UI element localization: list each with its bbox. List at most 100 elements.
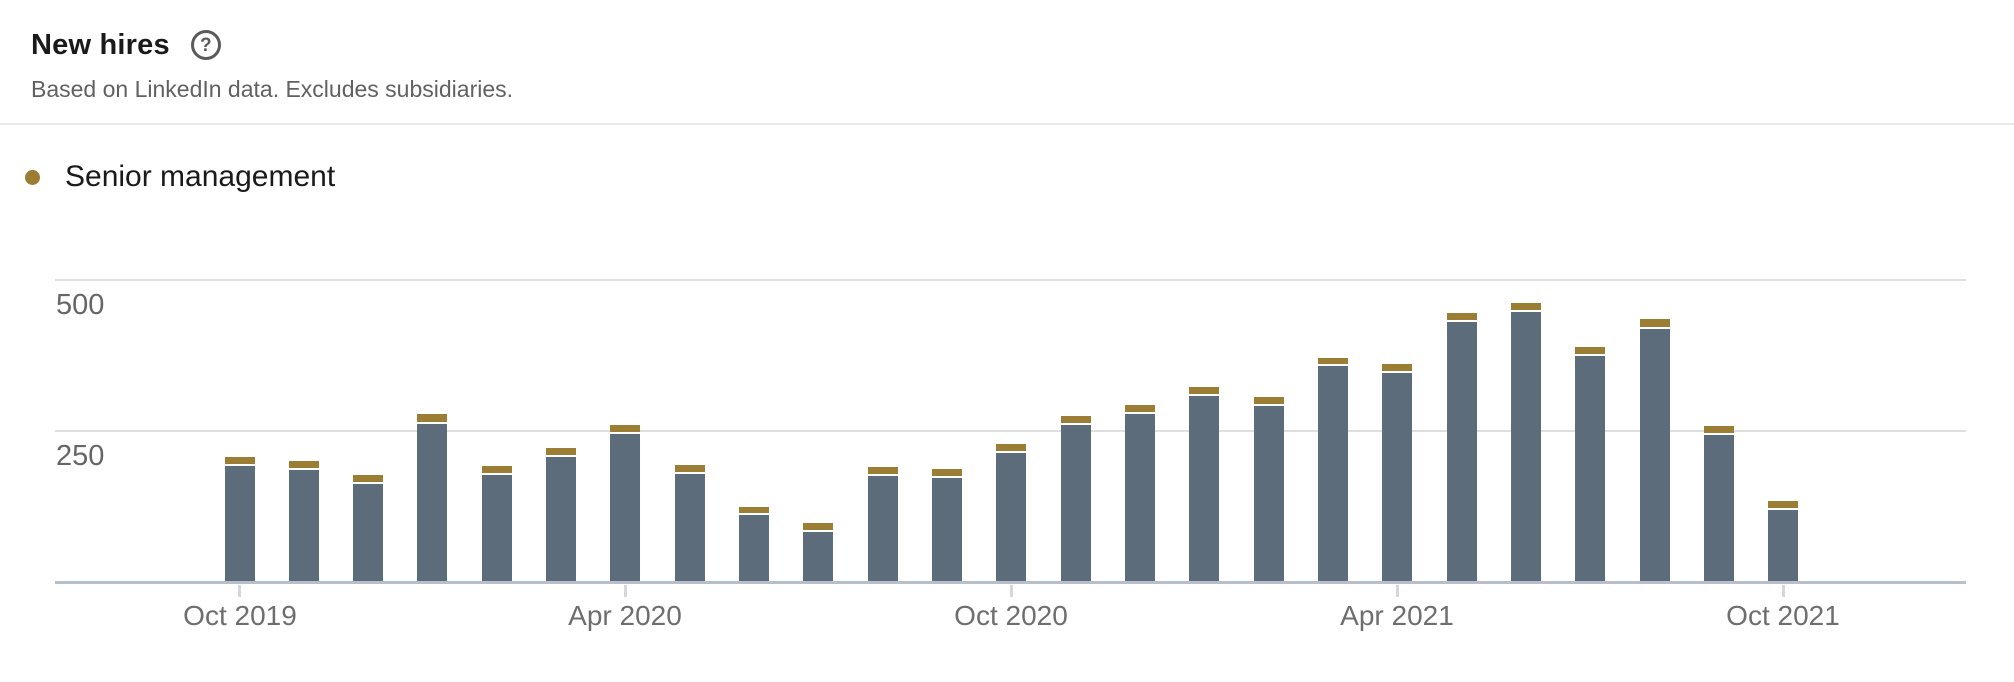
x-tick-label-apr-2021: Apr 2021 xyxy=(1340,600,1454,631)
header-divider xyxy=(0,123,2014,125)
bar-segment-senior-management xyxy=(1640,319,1670,327)
legend-dot-senior-management xyxy=(25,169,40,185)
bar-segment-senior-management xyxy=(1254,397,1284,404)
bar-segment-total xyxy=(996,453,1026,581)
bar-segment-total xyxy=(610,434,640,581)
bar-jul-2020[interactable] xyxy=(803,523,833,581)
page-title: New hires xyxy=(31,29,170,61)
y-gridline-500 xyxy=(55,279,1966,281)
x-tick-oct-2019 xyxy=(238,585,241,597)
bar-jun-2021[interactable] xyxy=(1511,303,1541,581)
help-icon[interactable]: ? xyxy=(190,30,221,60)
bar-nov-2019[interactable] xyxy=(289,461,319,581)
bar-dec-2020[interactable] xyxy=(1125,405,1155,581)
bar-segment-total xyxy=(546,457,576,581)
bar-segment-total xyxy=(289,470,319,581)
bar-segment-senior-management xyxy=(546,448,576,455)
bar-segment-separator xyxy=(739,513,769,515)
bar-segment-senior-management xyxy=(1189,387,1219,394)
bar-segment-total xyxy=(803,532,833,581)
bar-segment-total xyxy=(932,478,962,581)
bar-may-2021[interactable] xyxy=(1447,313,1477,581)
bar-feb-2021[interactable] xyxy=(1254,397,1284,581)
bar-oct-2021[interactable] xyxy=(1768,501,1798,581)
bar-segment-senior-management xyxy=(1511,303,1541,310)
bar-segment-separator xyxy=(1061,423,1091,425)
bar-segment-senior-management xyxy=(482,466,512,473)
chart-subtitle: Based on LinkedIn data. Excludes subsidi… xyxy=(31,76,514,102)
bar-segment-separator xyxy=(546,455,576,457)
bar-segment-senior-management xyxy=(1704,426,1734,433)
bar-jan-2021[interactable] xyxy=(1189,387,1219,581)
bar-segment-separator xyxy=(289,468,319,470)
x-tick-label-oct-2020: Oct 2020 xyxy=(954,600,1068,631)
bar-segment-total xyxy=(1189,396,1219,581)
bar-segment-senior-management xyxy=(803,523,833,530)
bar-segment-total xyxy=(675,474,705,581)
bar-jun-2020[interactable] xyxy=(739,507,769,581)
bar-segment-total xyxy=(1640,329,1670,581)
bar-feb-2020[interactable] xyxy=(482,466,512,581)
bar-segment-senior-management xyxy=(739,507,769,513)
bar-segment-total xyxy=(417,424,447,581)
bar-segment-total xyxy=(1061,425,1091,581)
x-tick-apr-2020 xyxy=(624,585,627,597)
bar-segment-separator xyxy=(996,451,1026,453)
bar-mar-2021[interactable] xyxy=(1318,358,1348,581)
bar-segment-separator xyxy=(932,476,962,478)
bar-segment-senior-management xyxy=(932,469,962,476)
bar-segment-total xyxy=(1125,414,1155,581)
bar-segment-separator xyxy=(1511,310,1541,312)
bar-chart-plot: 500 250 Oct 2019 Apr 2020 Oct 2020 Apr 2021 Oc… xyxy=(55,279,1966,631)
x-tick-oct-2021 xyxy=(1782,585,1785,597)
bar-segment-senior-management xyxy=(675,465,705,472)
bar-segment-senior-management xyxy=(1382,364,1412,371)
bar-sep-2020[interactable] xyxy=(932,469,962,581)
bar-segment-total xyxy=(1254,406,1284,581)
bar-segment-total xyxy=(225,466,255,581)
legend: Senior management xyxy=(25,162,335,192)
bar-segment-senior-management xyxy=(225,457,255,464)
bar-segment-total xyxy=(1704,435,1734,581)
bar-segment-separator xyxy=(1640,327,1670,329)
bar-segment-total xyxy=(482,475,512,581)
bar-sep-2021[interactable] xyxy=(1704,426,1734,581)
bar-segment-separator xyxy=(1575,354,1605,356)
bar-segment-senior-management xyxy=(1318,358,1348,364)
bar-apr-2021[interactable] xyxy=(1382,364,1412,581)
bar-segment-separator xyxy=(1125,412,1155,414)
bar-jan-2020[interactable] xyxy=(417,414,447,581)
bar-segment-total xyxy=(1575,356,1605,581)
bar-segment-separator xyxy=(225,464,255,466)
bar-segment-separator xyxy=(1254,404,1284,406)
bar-aug-2021[interactable] xyxy=(1640,319,1670,581)
bar-oct-2020[interactable] xyxy=(996,444,1026,581)
y-gridline-250 xyxy=(55,430,1966,432)
bar-segment-total xyxy=(1447,322,1477,581)
y-tick-label-250: 250 xyxy=(56,440,105,472)
bar-may-2020[interactable] xyxy=(675,465,705,581)
bar-segment-total xyxy=(739,515,769,581)
card-header: New hires ? Based on LinkedIn data. Excl… xyxy=(31,27,513,104)
y-tick-label-500: 500 xyxy=(56,289,105,321)
bar-aug-2020[interactable] xyxy=(868,467,898,581)
bar-oct-2019[interactable] xyxy=(225,457,255,581)
bar-segment-senior-management xyxy=(868,467,898,474)
bar-nov-2020[interactable] xyxy=(1061,416,1091,581)
bar-segment-senior-management xyxy=(1061,416,1091,423)
bar-segment-total xyxy=(1511,312,1541,581)
bar-segment-senior-management xyxy=(289,461,319,468)
bar-segment-separator xyxy=(417,422,447,424)
x-tick-apr-2021 xyxy=(1396,585,1399,597)
x-axis-line xyxy=(55,581,1966,584)
x-tick-oct-2020 xyxy=(1010,585,1013,597)
title-row: New hires ? xyxy=(31,27,513,63)
bar-segment-senior-management xyxy=(353,475,383,482)
bar-segment-separator xyxy=(1447,320,1477,322)
bar-segment-separator xyxy=(353,482,383,484)
bar-mar-2020[interactable] xyxy=(546,448,576,581)
bar-apr-2020[interactable] xyxy=(610,425,640,581)
bar-jul-2021[interactable] xyxy=(1575,347,1605,581)
bar-dec-2019[interactable] xyxy=(353,475,383,581)
